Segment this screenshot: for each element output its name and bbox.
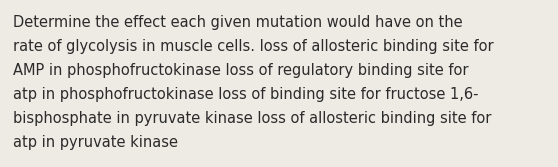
Text: bisphosphate in pyruvate kinase loss of allosteric binding site for: bisphosphate in pyruvate kinase loss of …: [13, 111, 492, 126]
Text: atp in phosphofructokinase loss of binding site for fructose 1,6-: atp in phosphofructokinase loss of bindi…: [13, 87, 479, 102]
Text: rate of glycolysis in muscle cells. loss of allosteric binding site for: rate of glycolysis in muscle cells. loss…: [13, 39, 494, 54]
Text: Determine the effect each given mutation would have on the: Determine the effect each given mutation…: [13, 15, 463, 30]
Text: AMP in phosphofructokinase loss of regulatory binding site for: AMP in phosphofructokinase loss of regul…: [13, 63, 469, 78]
Text: atp in pyruvate kinase: atp in pyruvate kinase: [13, 135, 178, 150]
